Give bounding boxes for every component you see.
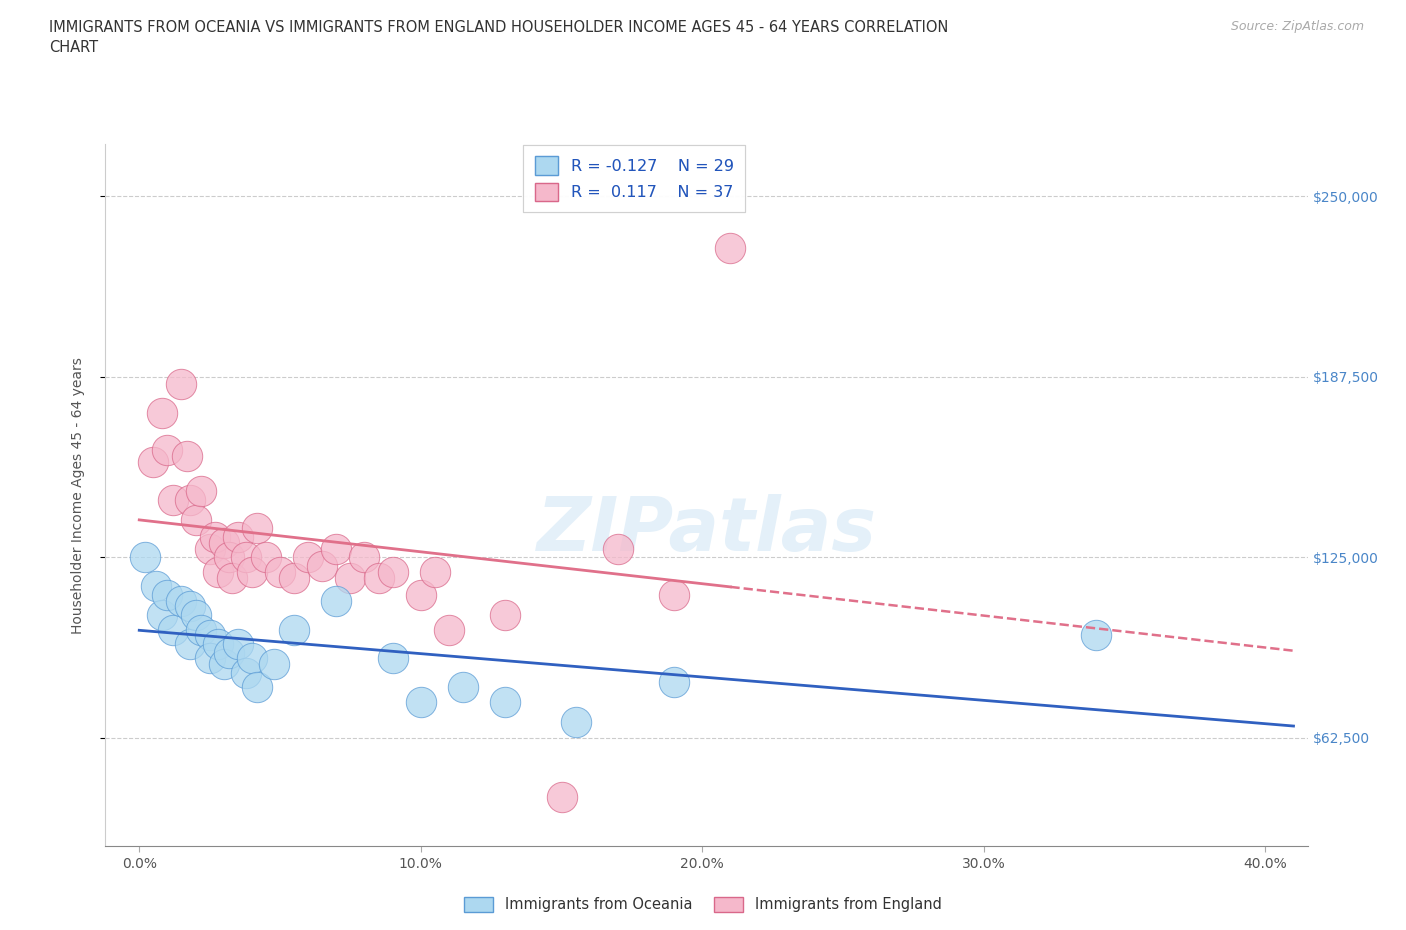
Point xyxy=(246,521,269,536)
Text: CHART: CHART xyxy=(49,40,98,55)
Point xyxy=(494,607,516,622)
Point xyxy=(179,637,201,652)
Point xyxy=(235,550,257,565)
Point xyxy=(269,565,291,579)
Point xyxy=(240,651,263,666)
Point xyxy=(198,651,221,666)
Point xyxy=(720,241,742,256)
Point xyxy=(218,645,240,660)
Point xyxy=(176,449,198,464)
Point xyxy=(409,695,432,710)
Point xyxy=(145,578,167,593)
Point xyxy=(204,530,226,545)
Point xyxy=(150,405,173,420)
Point xyxy=(494,695,516,710)
Point xyxy=(550,790,572,804)
Point xyxy=(297,550,319,565)
Point xyxy=(184,607,207,622)
Point xyxy=(198,628,221,643)
Point xyxy=(207,565,229,579)
Point xyxy=(150,607,173,622)
Point xyxy=(190,484,212,498)
Point xyxy=(240,565,263,579)
Point xyxy=(381,565,404,579)
Point xyxy=(170,593,193,608)
Point xyxy=(207,637,229,652)
Point xyxy=(170,377,193,392)
Legend: Immigrants from Oceania, Immigrants from England: Immigrants from Oceania, Immigrants from… xyxy=(458,891,948,918)
Point xyxy=(381,651,404,666)
Point xyxy=(325,593,347,608)
Point xyxy=(198,541,221,556)
Point xyxy=(156,443,179,458)
Point xyxy=(353,550,375,565)
Point xyxy=(283,622,305,637)
Point xyxy=(246,680,269,695)
Point xyxy=(184,512,207,527)
Point xyxy=(212,536,235,551)
Point xyxy=(221,570,243,585)
Point xyxy=(134,550,156,565)
Point xyxy=(662,588,685,603)
Point xyxy=(226,637,249,652)
Point xyxy=(564,714,586,729)
Point xyxy=(1085,628,1108,643)
Point xyxy=(339,570,361,585)
Point xyxy=(325,541,347,556)
Point xyxy=(235,666,257,681)
Point xyxy=(423,565,446,579)
Point xyxy=(162,622,184,637)
Point xyxy=(662,674,685,689)
Point xyxy=(437,622,460,637)
Point xyxy=(367,570,389,585)
Text: IMMIGRANTS FROM OCEANIA VS IMMIGRANTS FROM ENGLAND HOUSEHOLDER INCOME AGES 45 - : IMMIGRANTS FROM OCEANIA VS IMMIGRANTS FR… xyxy=(49,20,949,35)
Point xyxy=(606,541,628,556)
Point xyxy=(254,550,277,565)
Point xyxy=(283,570,305,585)
Text: Source: ZipAtlas.com: Source: ZipAtlas.com xyxy=(1230,20,1364,33)
Point xyxy=(263,657,285,671)
Point xyxy=(451,680,474,695)
Point xyxy=(218,550,240,565)
Point xyxy=(156,588,179,603)
Point xyxy=(179,599,201,614)
Point xyxy=(212,657,235,671)
Point xyxy=(142,455,165,470)
Y-axis label: Householder Income Ages 45 - 64 years: Householder Income Ages 45 - 64 years xyxy=(70,357,84,633)
Point xyxy=(409,588,432,603)
Point xyxy=(179,492,201,507)
Point xyxy=(226,530,249,545)
Text: ZIPatlas: ZIPatlas xyxy=(537,494,876,566)
Legend: R = -0.127    N = 29, R =  0.117    N = 37: R = -0.127 N = 29, R = 0.117 N = 37 xyxy=(523,145,745,212)
Point xyxy=(311,559,333,574)
Point xyxy=(190,622,212,637)
Point xyxy=(162,492,184,507)
